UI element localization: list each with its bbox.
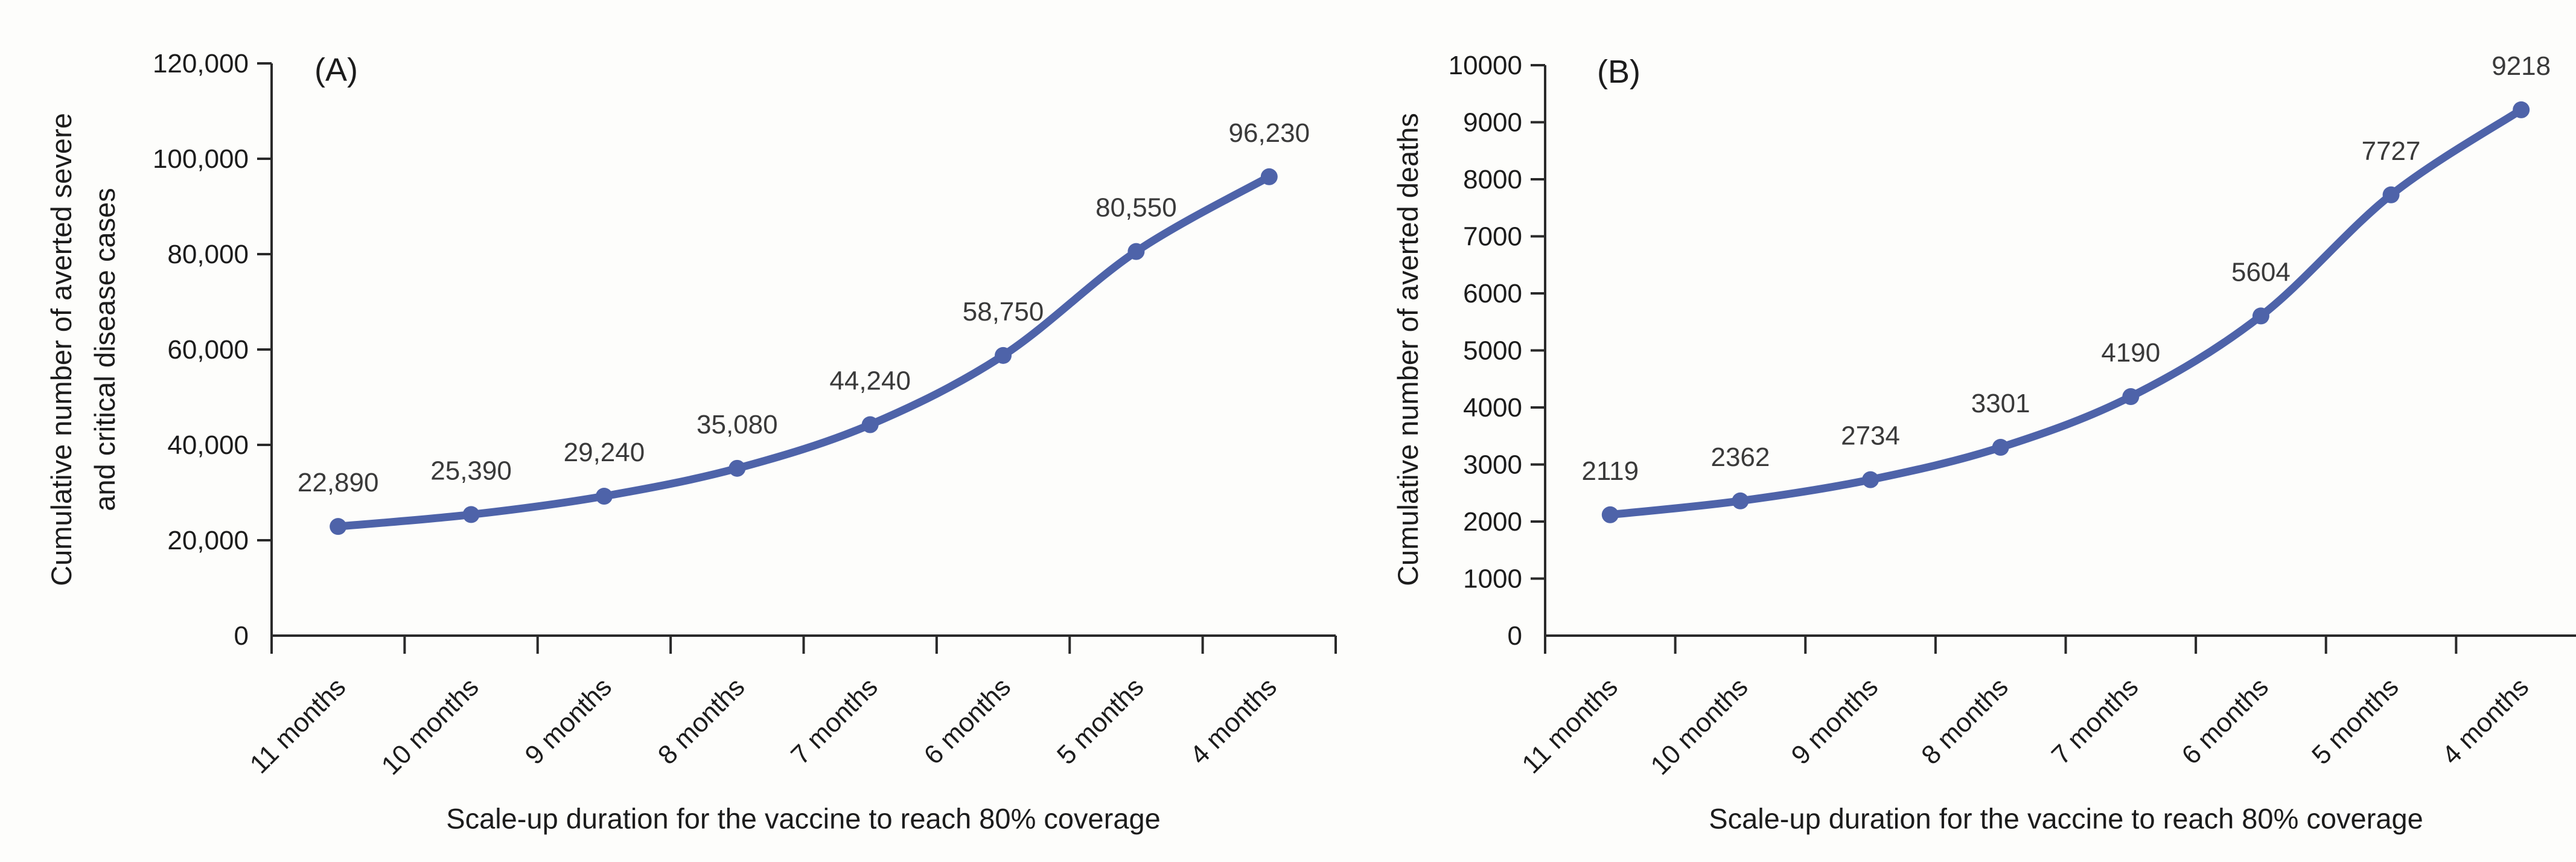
data-point-marker bbox=[2252, 307, 2269, 325]
x-category-label: 4 months bbox=[1184, 672, 1283, 770]
data-point-label: 29,240 bbox=[564, 438, 645, 467]
series-line bbox=[334, 173, 1274, 531]
y-tick-label: 7000 bbox=[1463, 222, 1522, 252]
y-tick-label: 120,000 bbox=[153, 49, 249, 78]
data-point-marker bbox=[330, 518, 347, 535]
panel-a-letter: (A) bbox=[314, 52, 358, 88]
x-category-label: 11 months bbox=[244, 672, 352, 779]
x-category-label: 10 months bbox=[376, 672, 485, 781]
y-tick-label: 4000 bbox=[1463, 393, 1522, 423]
y-tick-label: 6000 bbox=[1463, 279, 1522, 308]
x-category-label: 4 months bbox=[2437, 672, 2535, 770]
x-category-label: 6 months bbox=[2176, 672, 2274, 770]
data-point-label: 2362 bbox=[1710, 442, 1770, 472]
x-category-label: 8 months bbox=[1916, 672, 2014, 770]
data-point-marker bbox=[2513, 101, 2530, 118]
panel-b-letter: (B) bbox=[1597, 54, 1640, 90]
data-point-label: 3301 bbox=[1971, 389, 2030, 418]
data-point-marker bbox=[595, 488, 613, 505]
y-tick-label: 5000 bbox=[1463, 336, 1522, 366]
panel-b-axes bbox=[1531, 64, 2576, 654]
data-point-label: 58,750 bbox=[963, 297, 1044, 327]
x-category-label: 8 months bbox=[652, 672, 751, 770]
data-point-marker bbox=[462, 506, 480, 523]
y-tick-label: 0 bbox=[1508, 621, 1522, 651]
y-tick-label: 9000 bbox=[1463, 108, 1522, 138]
data-point-label: 22,890 bbox=[298, 468, 379, 497]
data-point-marker bbox=[2382, 186, 2400, 203]
data-point-marker bbox=[1260, 168, 1278, 185]
data-point-label: 2119 bbox=[1582, 456, 1639, 486]
data-point-marker bbox=[1601, 506, 1619, 523]
x-category-label: 5 months bbox=[1051, 672, 1150, 770]
panel-a: 0 20,000 40,000 60,000 80,000 100,000 120,000 1… bbox=[153, 49, 1337, 781]
panel-a-y-axis-title: Cumulative number of averted severe and … bbox=[40, 113, 127, 586]
data-point-marker bbox=[2122, 388, 2140, 406]
panel-b: 0 1000 2000 3000 4000 5000 6000 7000 8000 9000 100… bbox=[1449, 51, 2576, 781]
data-point-label: 25,390 bbox=[430, 456, 512, 485]
y-tick-label: 20,000 bbox=[167, 526, 249, 555]
data-point-label: 9218 bbox=[2492, 51, 2551, 81]
y-tick-label: 0 bbox=[234, 621, 249, 651]
dual-line-chart-figure: 0 20,000 40,000 60,000 80,000 100,000 120,000 1… bbox=[24, 10, 2576, 862]
series-line bbox=[1606, 106, 2525, 519]
y-tick-label: 2000 bbox=[1463, 507, 1522, 537]
x-category-label: 7 months bbox=[785, 672, 884, 770]
data-point-marker bbox=[728, 459, 746, 477]
data-point-marker bbox=[1127, 243, 1145, 260]
x-category-label: 9 months bbox=[519, 672, 617, 770]
data-point-marker bbox=[1992, 439, 2009, 456]
data-point-label: 35,080 bbox=[697, 410, 778, 439]
panel-a-axes bbox=[257, 62, 1337, 654]
panel-b-y-axis-title: Cumulative number of averted deaths bbox=[1386, 113, 1430, 586]
x-category-label: 9 months bbox=[1786, 672, 1884, 770]
data-point-marker bbox=[1732, 492, 1749, 509]
y-tick-label: 8000 bbox=[1463, 165, 1522, 194]
y-tick-label: 3000 bbox=[1463, 450, 1522, 480]
panel-a-x-axis-title: Scale-up duration for the vaccine to rea… bbox=[446, 802, 1161, 835]
x-category-label: 6 months bbox=[919, 672, 1017, 770]
x-category-label: 7 months bbox=[2046, 672, 2144, 770]
data-point-label: 5604 bbox=[2231, 257, 2291, 287]
data-point-marker bbox=[995, 346, 1012, 364]
data-point-marker bbox=[1862, 471, 1879, 488]
data-point-label: 4190 bbox=[2101, 338, 2160, 368]
panel-a-y-axis-title-line1: Cumulative number of averted severe bbox=[45, 113, 77, 586]
panel-b-x-axis-title: Scale-up duration for the vaccine to rea… bbox=[1709, 802, 2423, 835]
panel-b-y-axis-title-line1: Cumulative number of averted deaths bbox=[1392, 113, 1424, 586]
x-category-label: 5 months bbox=[2306, 672, 2405, 770]
y-tick-label: 10000 bbox=[1449, 51, 1522, 80]
y-tick-label: 40,000 bbox=[167, 430, 249, 460]
data-point-label: 44,240 bbox=[829, 366, 911, 396]
data-point-marker bbox=[861, 416, 879, 433]
y-tick-label: 60,000 bbox=[167, 335, 249, 365]
data-point-label: 80,550 bbox=[1095, 193, 1177, 223]
data-point-label: 7727 bbox=[2362, 136, 2421, 166]
data-point-label: 96,230 bbox=[1229, 118, 1310, 148]
y-tick-label: 80,000 bbox=[167, 240, 249, 269]
charts-svg: 0 20,000 40,000 60,000 80,000 100,000 120,000 1… bbox=[153, 49, 2576, 781]
y-tick-label: 100,000 bbox=[153, 144, 249, 174]
y-tick-label: 1000 bbox=[1463, 564, 1522, 594]
x-category-label: 10 months bbox=[1645, 672, 1754, 781]
data-point-label: 2734 bbox=[1841, 421, 1900, 451]
x-category-label: 11 months bbox=[1516, 672, 1624, 779]
panel-a-y-axis-title-line2: and critical disease cases bbox=[89, 188, 121, 511]
